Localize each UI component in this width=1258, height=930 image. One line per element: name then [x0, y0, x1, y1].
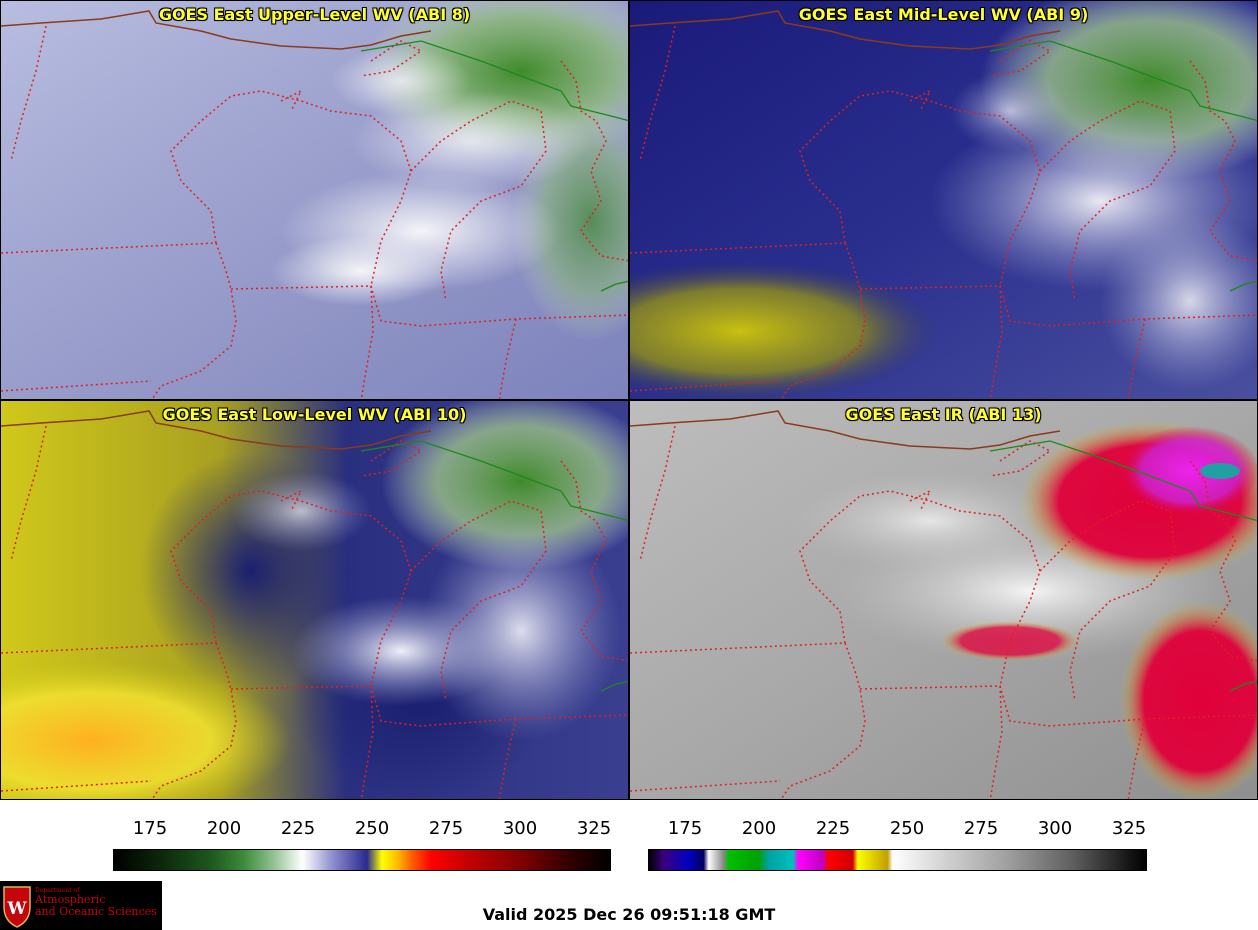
wv-tick-label: 175 — [132, 818, 168, 839]
panel-low-level-wv: GOES East Low-Level WV (ABI 10) — [0, 400, 629, 800]
ir-tick-label: 225 — [815, 818, 851, 839]
wv-tick-label: 250 — [354, 818, 390, 839]
wv-tick-label: 200 — [206, 818, 242, 839]
ir-tick-label: 175 — [667, 818, 703, 839]
ir-tick-label: 325 — [1111, 818, 1147, 839]
uw-aos-logo: W Department of Atmospheric and Oceanic … — [0, 881, 162, 930]
wv-colorbar — [113, 849, 611, 871]
logo-line3: and Oceanic Sciences — [35, 905, 157, 918]
ir-tick-label: 300 — [1037, 818, 1073, 839]
ir-tick-label: 200 — [741, 818, 777, 839]
logo-text: Department of Atmospheric and Oceanic Sc… — [35, 887, 157, 918]
logo-line2: Atmospheric — [35, 893, 106, 906]
mid-level-wv-image — [630, 1, 1257, 399]
panel-ir: GOES East IR (ABI 13) — [629, 400, 1258, 800]
logo-line1: Department of — [35, 887, 80, 894]
upper-level-wv-image — [1, 1, 628, 399]
uw-crest-icon: W — [3, 886, 31, 928]
valid-time-label: Valid 2025 Dec 26 09:51:18 GMT — [482, 905, 776, 924]
low-level-wv-image — [1, 401, 628, 799]
panel-title-mid: GOES East Mid-Level WV (ABI 9) — [798, 5, 1089, 24]
ir-tick-label: 275 — [963, 818, 999, 839]
crest-letter: W — [6, 899, 27, 919]
panel-mid-level-wv: GOES East Mid-Level WV (ABI 9) — [629, 0, 1258, 400]
panel-title-upper: GOES East Upper-Level WV (ABI 8) — [158, 5, 471, 24]
ir-tick-label: 250 — [889, 818, 925, 839]
ir-image — [630, 401, 1257, 799]
wv-tick-label: 325 — [576, 818, 612, 839]
wv-tick-label: 300 — [502, 818, 538, 839]
wv-tick-label: 275 — [428, 818, 464, 839]
panel-title-ir: GOES East IR (ABI 13) — [845, 405, 1042, 424]
ir-colorbar — [648, 849, 1147, 871]
panel-title-low: GOES East Low-Level WV (ABI 10) — [162, 405, 467, 424]
wv-tick-label: 225 — [280, 818, 316, 839]
panel-upper-level-wv: GOES East Upper-Level WV (ABI 8) — [0, 0, 629, 400]
